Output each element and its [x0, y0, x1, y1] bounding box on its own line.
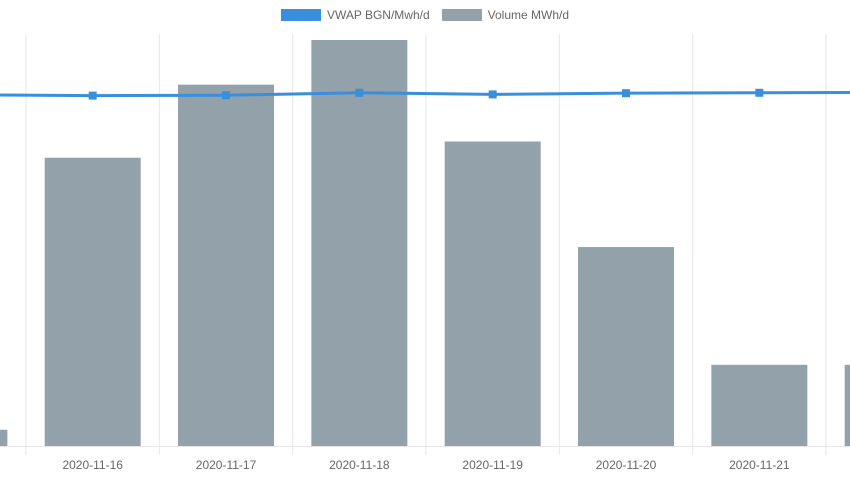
- bar-volume: [178, 84, 275, 446]
- point-vwap: [755, 88, 764, 97]
- bar-volume: [444, 141, 541, 446]
- bar-volume: [844, 364, 850, 446]
- bar-volume: [711, 364, 808, 446]
- bar-volume: [578, 247, 675, 446]
- x-tick-label: 2020-11-21: [729, 458, 790, 472]
- bar-volume: [44, 157, 141, 447]
- legend-swatch-volume: [441, 9, 482, 21]
- x-tick-label: 2020-11-17: [196, 458, 257, 472]
- bar-volume: [0, 429, 8, 446]
- point-vwap: [222, 91, 231, 100]
- x-tick-label: 2020-11-18: [329, 458, 390, 472]
- x-tick-label: 2020-11-20: [596, 458, 657, 472]
- legend-label-vwap: VWAP BGN/Mwh/d: [326, 8, 430, 22]
- bar-volume: [311, 40, 408, 446]
- line-vwap: [0, 91, 850, 98]
- legend-item-vwap[interactable]: VWAP BGN/Mwh/d: [280, 8, 430, 22]
- point-vwap: [622, 89, 631, 98]
- point-vwap: [88, 91, 97, 100]
- legend-label-volume: Volume MWh/d: [487, 8, 570, 22]
- legend-swatch-vwap: [280, 9, 321, 21]
- x-tick-label: 2020-11-16: [62, 458, 123, 472]
- point-vwap: [488, 90, 497, 99]
- x-tick-label: 2020-11-19: [462, 458, 523, 472]
- chart-legend: VWAP BGN/Mwh/d Volume MWh/d: [0, 8, 850, 22]
- legend-item-volume[interactable]: Volume MWh/d: [441, 8, 570, 22]
- point-vwap: [355, 88, 364, 97]
